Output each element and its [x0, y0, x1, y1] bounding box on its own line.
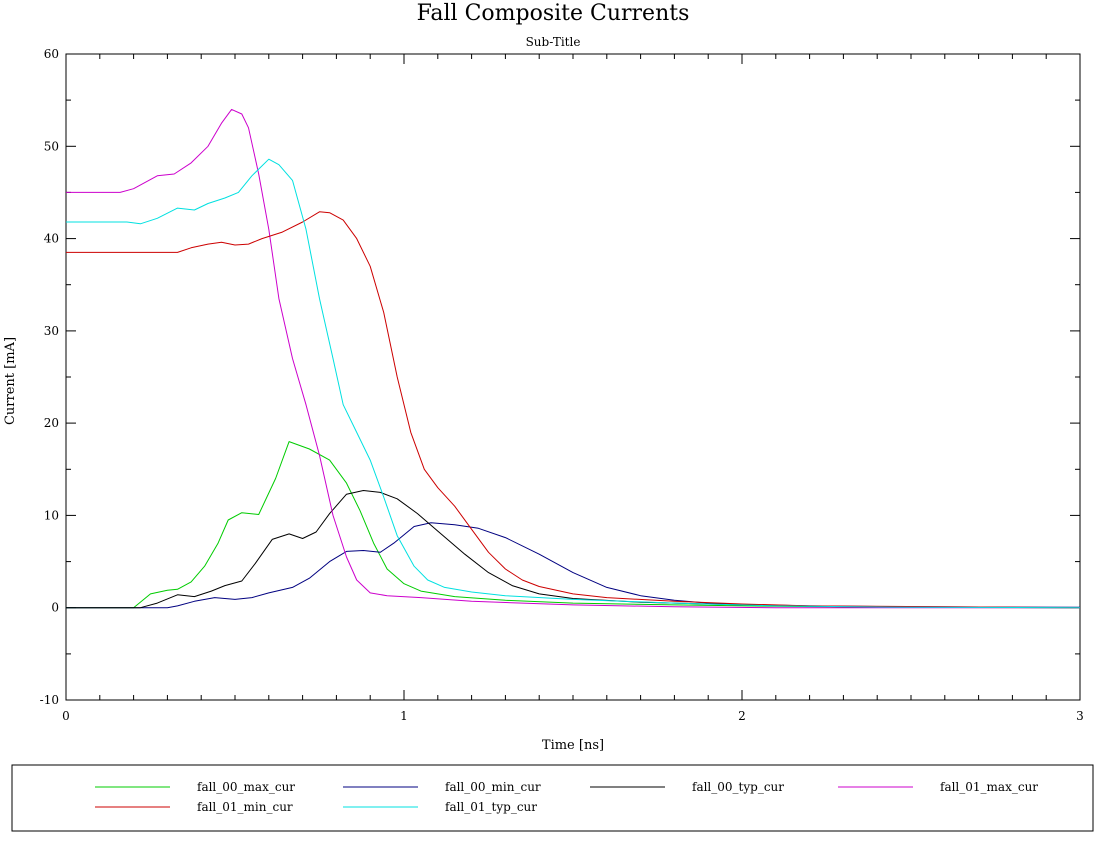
x-tick-label: 2: [738, 709, 746, 723]
x-tick-label: 1: [400, 709, 408, 723]
legend-label: fall_00_max_cur: [197, 780, 295, 794]
x-axis-label: Time [ns]: [542, 738, 604, 753]
plot-area: [65, 53, 1081, 701]
series-line-fall_00_typ_cur: [66, 490, 1081, 609]
y-tick-label: 60: [44, 47, 59, 61]
y-tick-label: 50: [44, 139, 59, 153]
series-line-fall_00_min_cur: [66, 522, 1081, 609]
legend-label: fall_01_typ_cur: [445, 800, 537, 814]
y-tick-label: 40: [44, 232, 59, 246]
y-tick-label: 10: [44, 508, 59, 522]
x-tick-label: 0: [62, 709, 70, 723]
legend-label: fall_01_min_cur: [197, 800, 293, 814]
legend: fall_00_max_cur fall_00_min_cur fall_00_ty…: [95, 780, 1038, 814]
chart-title: Fall Composite Currents: [417, 1, 690, 26]
y-tick-label: 30: [44, 324, 59, 338]
legend-label: fall_00_min_cur: [445, 780, 541, 794]
series-lines: [66, 108, 1081, 609]
y-tick-label: 20: [44, 416, 59, 430]
legend-label: fall_01_max_cur: [940, 780, 1038, 794]
chart-subtitle: Sub-Title: [526, 35, 581, 49]
series-line-fall_01_typ_cur: [66, 158, 1081, 609]
y-axis-label: Current [mA]: [3, 337, 18, 425]
x-tick-label: 3: [1076, 709, 1084, 723]
y-tick-label: 0: [51, 601, 59, 615]
legend-label: fall_00_typ_cur: [692, 780, 784, 794]
legend-box: [11, 764, 1094, 832]
series-line-fall_01_max_cur: [66, 108, 1080, 609]
series-line-fall_01_min_cur: [66, 211, 1081, 609]
axis-ticks: [65, 53, 1081, 701]
y-tick-label: -10: [40, 693, 59, 707]
